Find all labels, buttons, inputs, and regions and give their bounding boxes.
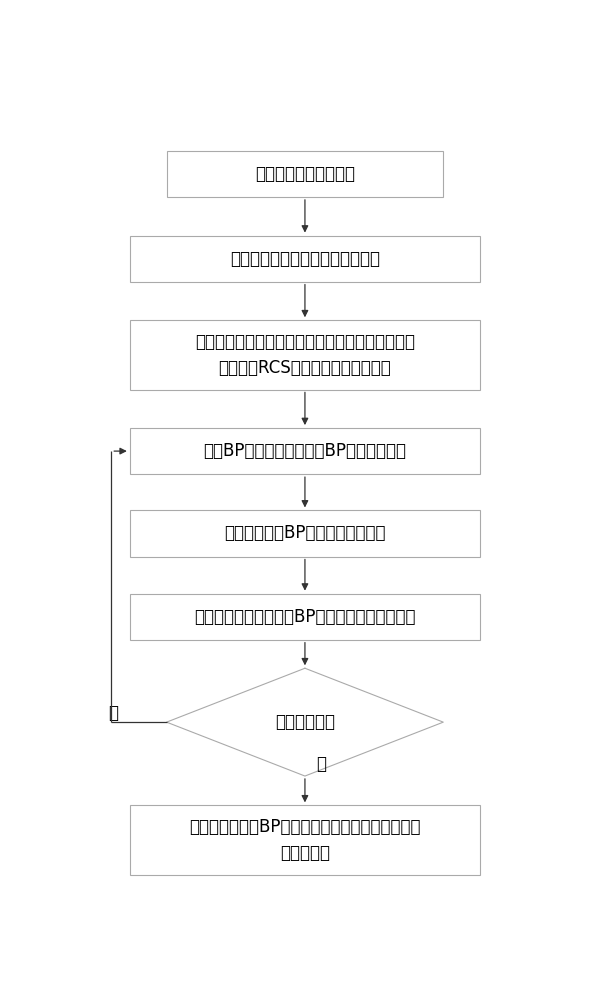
- Bar: [130, 510, 480, 557]
- Bar: [130, 594, 480, 640]
- Bar: [167, 151, 443, 197]
- Text: 确定影响目标电磁散射特性的因素: 确定影响目标电磁散射特性的因素: [230, 250, 380, 268]
- Bar: [130, 320, 480, 390]
- Text: 否: 否: [108, 704, 118, 722]
- Text: 利用训练集对BP神经网络模型训练: 利用训练集对BP神经网络模型训练: [224, 524, 386, 542]
- Text: 在影响因素取不同值的条件下对目标模型进行仿真
得其远场RCS，建立训练集和测试集: 在影响因素取不同值的条件下对目标模型进行仿真 得其远场RCS，建立训练集和测试集: [195, 333, 415, 377]
- Text: 利用测试达标的BP神经网络模型进行电磁散射特性
的快速预测: 利用测试达标的BP神经网络模型进行电磁散射特性 的快速预测: [189, 818, 421, 862]
- Bar: [130, 236, 480, 282]
- Text: 建立目标电磁仿真模型: 建立目标电磁仿真模型: [255, 165, 355, 183]
- Bar: [130, 428, 480, 474]
- Bar: [130, 805, 480, 875]
- Text: 是: 是: [316, 755, 326, 773]
- Text: 利用BP神经网络算法构建BP神经网络模型: 利用BP神经网络算法构建BP神经网络模型: [203, 442, 406, 460]
- Polygon shape: [167, 668, 443, 776]
- Text: 用测试集对训练得到的BP神经网络模型进行测试: 用测试集对训练得到的BP神经网络模型进行测试: [194, 608, 416, 626]
- Text: 测试是否达标: 测试是否达标: [275, 713, 335, 731]
